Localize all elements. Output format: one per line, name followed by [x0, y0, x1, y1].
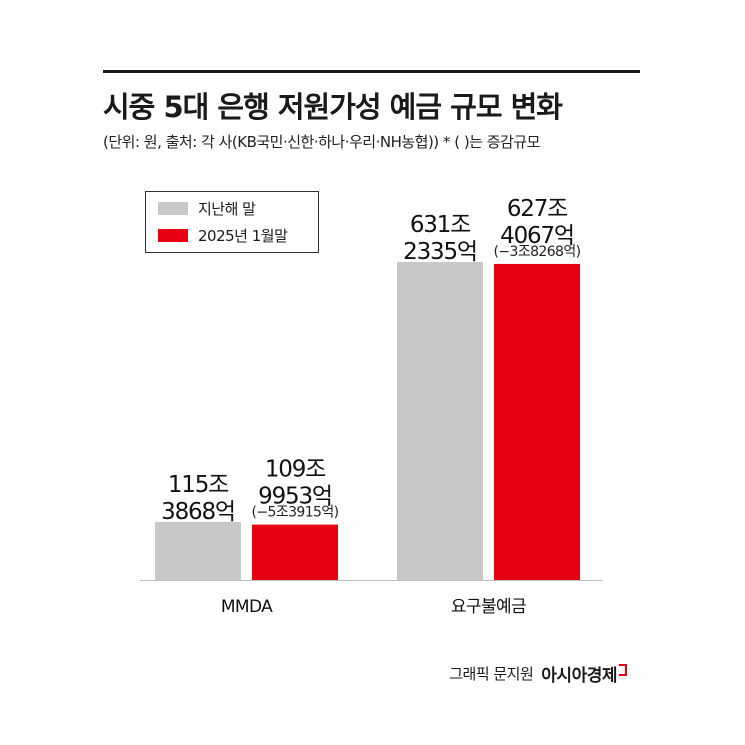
legend-label-current: 2025년 1월말 [198, 226, 288, 245]
legend-swatch-previous [158, 201, 188, 215]
legend-item-previous: 지난해 말 [158, 198, 256, 218]
data-label-previous-1-0: 631조 [410, 212, 470, 238]
credit-text: 그래픽 문지원 [449, 665, 534, 683]
bar-current-0 [252, 524, 338, 580]
data-label-current-0-0: 109조 [265, 457, 325, 483]
data-label-current-1-1: 4067억 [500, 223, 574, 249]
chart-subtitle: (단위: 원, 출처: 각 사(KB국민·신한·하나·우리·NH농협)) * (… [103, 133, 540, 151]
top-rule [103, 70, 640, 73]
data-label-previous-0-0: 115조 [168, 472, 228, 498]
change-label-1: (−3조8268억) [494, 244, 581, 260]
data-label-current-0-1: 9953억 [258, 484, 332, 510]
data-label-previous-0-1: 3868억 [161, 499, 235, 525]
bar-previous-0 [155, 521, 241, 580]
bar-previous-1 [397, 262, 483, 580]
category-label-1: 요구불예금 [451, 597, 526, 617]
change-label-0: (−5조3915억) [252, 505, 339, 521]
chart-title: 시중 5대 은행 저원가성 예금 규모 변화 [103, 90, 563, 124]
brand-mark-icon [619, 663, 627, 676]
data-label-previous-1-1: 2335억 [403, 239, 477, 265]
legend-swatch-current [158, 228, 188, 242]
legend: 지난해 말 2025년 1월말 [145, 191, 319, 253]
bar-current-1 [494, 263, 580, 580]
legend-item-current: 2025년 1월말 [158, 225, 288, 245]
legend-label-previous: 지난해 말 [198, 199, 256, 218]
credit: 그래픽 문지원 아시아경제 [449, 661, 627, 686]
brand-logo: 아시아경제 [541, 666, 617, 686]
data-label-current-1-0: 627조 [507, 196, 567, 222]
category-label-0: MMDA [221, 597, 273, 617]
